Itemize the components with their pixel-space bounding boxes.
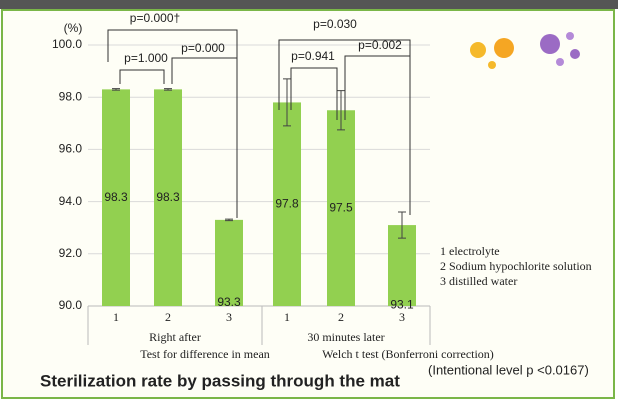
y-tick-label: 96.0 — [59, 142, 83, 156]
x-subtitle: Welch t test (Bonferroni correction) — [322, 347, 494, 361]
bar — [215, 220, 243, 306]
legend-note: 1 electrolyte — [440, 244, 500, 258]
y-tick-label: 98.0 — [59, 89, 83, 103]
top-strip — [0, 0, 618, 9]
p-value-label: p=0.002 — [358, 38, 402, 52]
x-tick-label: 2 — [165, 310, 171, 324]
x-subtitle: Test for difference in mean — [140, 347, 270, 361]
p-value-label: p=0.941 — [291, 49, 335, 63]
p-value-label: p=0.000 — [181, 41, 225, 55]
chart: (%) Sterilization rate by passing throug… — [0, 0, 618, 401]
y-tick-label: 94.0 — [59, 194, 83, 208]
value-label: 98.3 — [104, 190, 128, 204]
x-tick-label: 2 — [338, 310, 344, 324]
value-label: 98.3 — [156, 190, 180, 204]
legend-note: 2 Sodium hypochlorite solution — [440, 259, 592, 273]
p-value-label: p=1.000 — [124, 51, 168, 65]
p-value-label: p=0.030 — [313, 17, 357, 31]
value-label: 97.8 — [275, 196, 299, 210]
value-label: 93.3 — [217, 295, 241, 309]
y-tick-label: 92.0 — [59, 246, 83, 260]
legend-note: 3 distilled water — [440, 274, 517, 288]
group-label: Right after — [149, 330, 201, 344]
value-label: 97.5 — [329, 200, 353, 214]
x-tick-label: 3 — [226, 310, 232, 324]
y-unit: (%) — [64, 21, 83, 35]
group-label: 30 minutes later — [307, 330, 384, 344]
x-tick-label: 1 — [284, 310, 290, 324]
x-tick-label: 3 — [399, 310, 405, 324]
note: (Intentional level p <0.0167) — [428, 362, 589, 377]
y-tick-label: 100.0 — [52, 37, 82, 51]
p-value-label: p=0.000† — [130, 11, 180, 25]
y-tick-label: 90.0 — [59, 298, 83, 312]
chart-title: Sterilization rate by passing through th… — [40, 371, 400, 390]
value-label: 93.1 — [390, 298, 414, 312]
x-tick-label: 1 — [113, 310, 119, 324]
